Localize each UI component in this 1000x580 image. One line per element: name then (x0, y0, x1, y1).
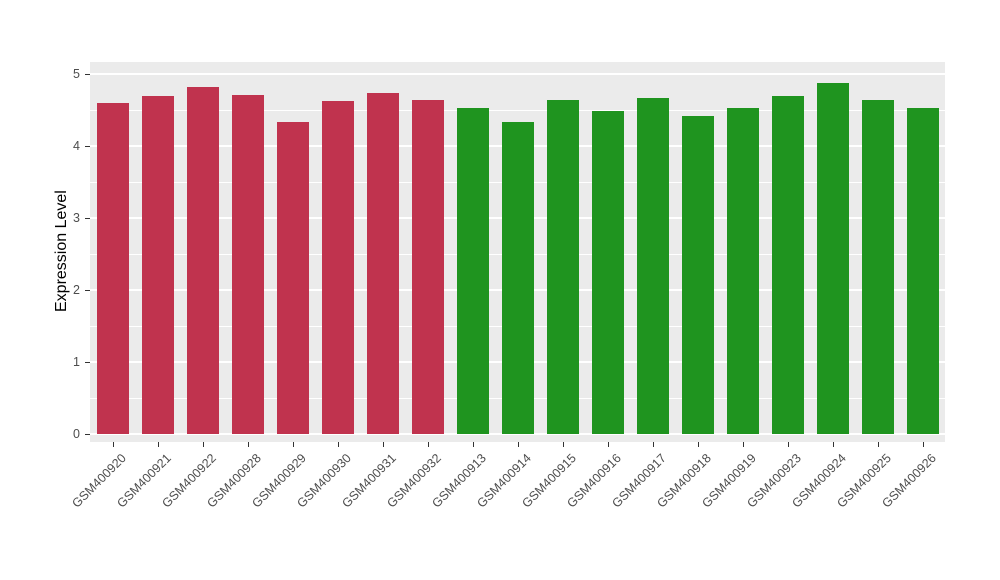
bar (727, 108, 759, 434)
x-tick-mark (607, 442, 609, 447)
bar (907, 108, 939, 434)
x-tick-mark (877, 442, 879, 447)
bar (862, 100, 894, 434)
y-tick-mark (85, 362, 90, 363)
bar (322, 101, 354, 434)
x-tick-mark (157, 442, 159, 447)
y-tick-label: 2 (73, 283, 80, 297)
bar (457, 108, 489, 434)
x-tick-mark (382, 442, 384, 447)
y-tick-mark (85, 434, 90, 435)
x-tick-mark (472, 442, 474, 447)
x-tick-mark (112, 442, 114, 447)
plot-panel (90, 62, 945, 442)
gridline-major (90, 73, 945, 75)
y-tick-mark (85, 146, 90, 147)
x-tick-mark (832, 442, 834, 447)
x-tick-mark (517, 442, 519, 447)
bar (772, 96, 804, 434)
x-tick-mark (922, 442, 924, 447)
x-tick-mark (337, 442, 339, 447)
y-tick-label: 4 (73, 139, 80, 153)
bar (547, 100, 579, 434)
bar (412, 100, 444, 434)
bar (187, 87, 219, 434)
x-tick-mark (697, 442, 699, 447)
gridline-major (90, 433, 945, 435)
x-tick-mark (562, 442, 564, 447)
x-tick-mark (427, 442, 429, 447)
bar (232, 95, 264, 434)
bar (637, 98, 669, 434)
gridline-minor (90, 109, 945, 111)
bar (592, 111, 624, 434)
bar (97, 103, 129, 434)
bar (817, 83, 849, 434)
bar (502, 122, 534, 434)
y-tick-mark (85, 218, 90, 219)
y-tick-label: 0 (73, 427, 80, 441)
y-tick-label: 1 (73, 355, 80, 369)
x-tick-mark (202, 442, 204, 447)
y-tick-label: 5 (73, 67, 80, 81)
x-tick-mark (742, 442, 744, 447)
x-tick-mark (292, 442, 294, 447)
y-tick-label: 3 (73, 211, 80, 225)
bar (367, 93, 399, 434)
x-tick-mark (652, 442, 654, 447)
y-tick-mark (85, 290, 90, 291)
x-tick-mark (247, 442, 249, 447)
x-tick-mark (787, 442, 789, 447)
bar (142, 96, 174, 434)
y-tick-mark (85, 74, 90, 75)
bar (277, 122, 309, 434)
bar (682, 116, 714, 434)
